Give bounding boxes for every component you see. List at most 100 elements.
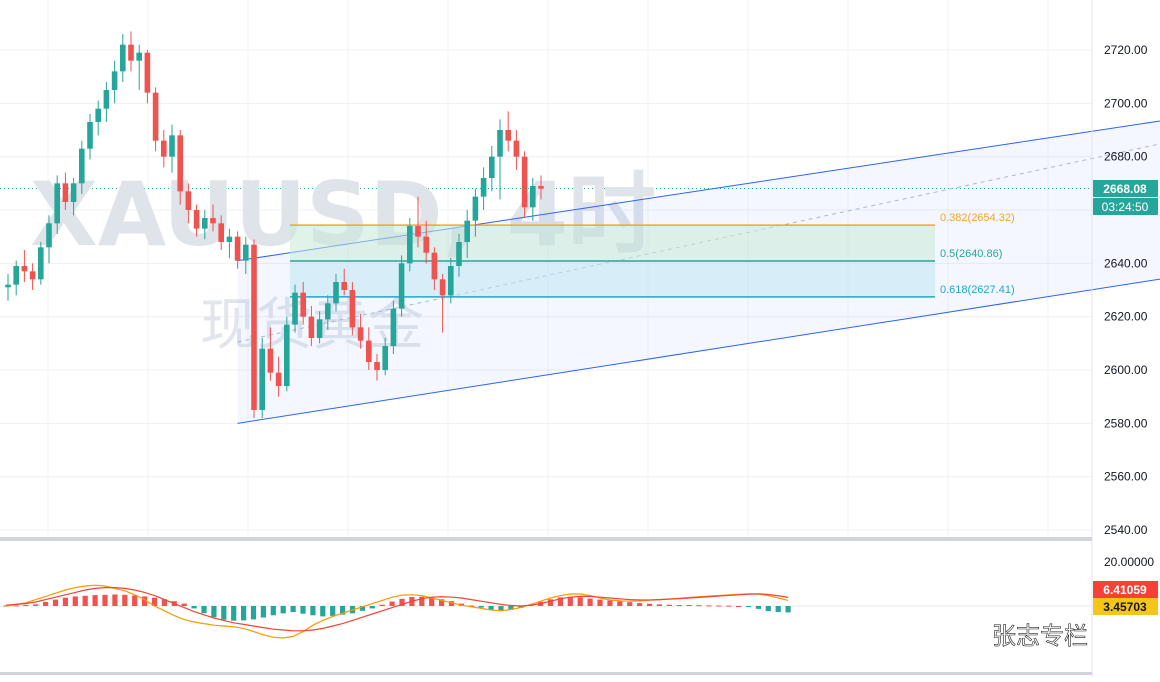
macd-histogram-bar xyxy=(82,595,88,606)
candle-body xyxy=(226,236,233,242)
macd-histogram-bar xyxy=(419,596,425,606)
candle-body xyxy=(382,346,388,370)
bar-countdown: 03:24:50 xyxy=(1102,200,1149,214)
macd-histogram-bar xyxy=(755,606,761,609)
price-axis-tick: 2540.00 xyxy=(1104,523,1148,537)
signal-value-tag: 3.45703 xyxy=(1103,600,1147,614)
candle-body xyxy=(218,223,224,242)
macd-histogram-bar xyxy=(448,601,455,606)
candle-body xyxy=(144,52,151,93)
macd-histogram-bar xyxy=(72,596,78,606)
macd-histogram-bar xyxy=(478,606,484,608)
candle-body xyxy=(38,247,44,280)
candle-body xyxy=(243,244,249,261)
candle-body xyxy=(480,178,487,197)
candle-body xyxy=(136,52,142,61)
macd-tag-box xyxy=(1093,581,1158,598)
macd-histogram-bar xyxy=(23,605,29,607)
macd-histogram-bar xyxy=(389,601,395,606)
macd-histogram-bar xyxy=(62,597,68,606)
candle-body xyxy=(513,140,520,157)
macd-histogram-bar xyxy=(43,602,49,606)
candle-body xyxy=(177,135,183,192)
macd-histogram-bar xyxy=(270,606,276,616)
macd-histogram-bar xyxy=(260,606,266,618)
candle-body xyxy=(210,218,216,224)
macd-histogram-bar xyxy=(92,595,98,606)
candle-body xyxy=(505,130,511,141)
channel-lower-line[interactable] xyxy=(237,255,1160,424)
fib-zone-382-500 xyxy=(290,225,935,262)
candle-body xyxy=(407,226,413,264)
candle-body xyxy=(62,183,69,202)
macd-histogram-bar xyxy=(142,596,148,606)
macd-histogram-bar xyxy=(250,606,257,620)
price-axis-tick: 2620.00 xyxy=(1104,310,1148,324)
signal-line xyxy=(5,586,789,632)
macd-histogram-bar xyxy=(280,606,286,614)
macd-histogram-bar xyxy=(52,599,59,606)
macd-histogram-bar xyxy=(646,603,653,606)
macd-histogram-bar xyxy=(132,595,138,606)
candle-body xyxy=(325,303,331,320)
macd-histogram-bar xyxy=(310,606,316,616)
pane-separator[interactable] xyxy=(0,537,1092,541)
candle-body xyxy=(489,156,495,178)
macd-histogram-bar xyxy=(340,606,346,615)
macd-histogram-bar xyxy=(112,594,118,606)
candle-body xyxy=(439,279,446,296)
candle-body xyxy=(152,92,159,141)
macd-histogram-bar xyxy=(330,606,336,616)
candle-body xyxy=(284,324,290,386)
macd-value-tags: 6.41059 3.45703 xyxy=(1093,581,1158,615)
candle-body xyxy=(234,236,241,261)
macd-histogram-bar xyxy=(429,597,435,606)
candle-body xyxy=(456,242,462,266)
candle-body xyxy=(448,266,454,296)
macd-histogram-bar xyxy=(369,606,375,609)
macd-histogram-bar xyxy=(201,606,207,614)
candle-body xyxy=(259,348,265,410)
candle-body xyxy=(366,340,372,362)
macd-histogram-bar xyxy=(587,598,593,606)
candle-body xyxy=(497,130,503,157)
macd-histogram-bar xyxy=(736,606,742,607)
fib-retracement[interactable]: 0.382(2654.32) 0.5(2640.86) 0.618(2627.41) xyxy=(290,212,1015,298)
candle-body xyxy=(70,183,77,202)
candle-body xyxy=(275,372,282,386)
macd-histogram-bar xyxy=(745,606,752,607)
candle-body xyxy=(251,244,257,410)
macd-histogram-bar xyxy=(617,601,623,606)
candle-body xyxy=(21,266,28,272)
price-axis[interactable]: 2540.00 2560.00 2580.00 2600.00 2620.00 2640.… xyxy=(1104,43,1148,537)
price-axis-tick: 2580.00 xyxy=(1104,416,1148,430)
candle-body xyxy=(415,226,421,237)
candle-body xyxy=(308,316,315,338)
candle-body xyxy=(538,186,544,189)
fib-level-label: 0.618(2627.41) xyxy=(940,284,1015,296)
macd-histogram-bar xyxy=(716,605,722,607)
macd-histogram-bar xyxy=(498,606,504,611)
macd-histogram-bar xyxy=(290,606,296,613)
candle-body xyxy=(79,148,85,184)
macd-histogram-bar xyxy=(518,606,524,608)
macd-histogram-bar xyxy=(379,604,385,606)
candle-body xyxy=(13,266,19,285)
macd-histogram-bar xyxy=(557,597,563,606)
candle-body xyxy=(193,210,200,229)
candle-body xyxy=(185,191,192,210)
candle-body xyxy=(316,319,323,338)
macd-histogram-bar xyxy=(241,606,247,621)
last-price-tag: 2668.08 03:24:50 xyxy=(1093,180,1158,215)
macd-histogram-bar xyxy=(102,594,108,606)
candle-body xyxy=(128,44,134,61)
macd-histogram-bar xyxy=(637,603,643,606)
price-axis-tick: 2560.00 xyxy=(1104,470,1148,484)
candle-body xyxy=(202,218,208,229)
macd-histogram-bar xyxy=(13,605,19,607)
macd-histogram-bar xyxy=(33,604,39,606)
candle-body xyxy=(390,308,397,346)
